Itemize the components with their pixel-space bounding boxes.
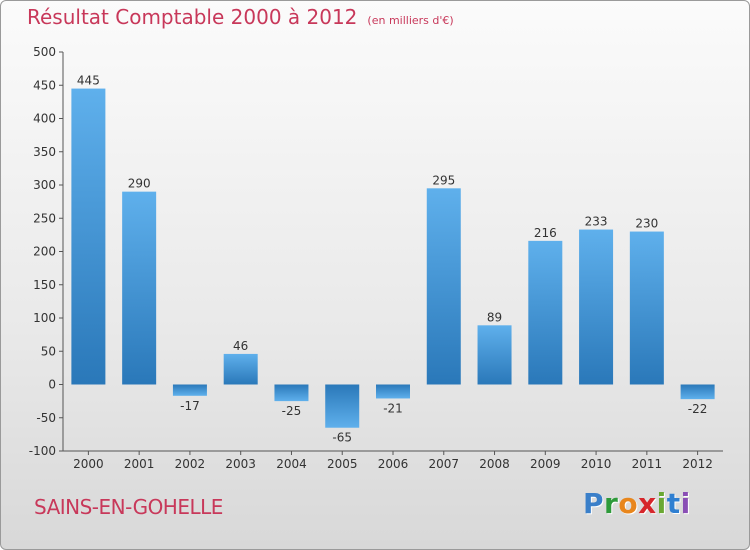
y-tick: 200 (33, 245, 63, 259)
y-tick: 350 (33, 145, 63, 159)
y-tick-label: 300 (33, 178, 56, 192)
value-label-2001: 290 (128, 177, 151, 191)
y-tick-label: 200 (33, 245, 56, 259)
x-tick-label-2007: 2007 (428, 457, 459, 471)
y-tick: -100 (29, 444, 63, 458)
logo-letter: i (680, 487, 691, 520)
value-label-2004: -25 (282, 404, 302, 418)
x-tick-label-2011: 2011 (632, 457, 663, 471)
bar-2012 (680, 384, 715, 400)
x-tick-label-2002: 2002 (175, 457, 206, 471)
value-label-2009: 216 (534, 226, 557, 240)
chart-title: Résultat Comptable 2000 à 2012 (en millie… (27, 5, 454, 29)
y-tick-label: 400 (33, 112, 56, 126)
x-tick-label-2004: 2004 (276, 457, 307, 471)
bar-2000 (71, 88, 106, 385)
bar-2004 (274, 384, 309, 402)
logo-letter: t (666, 487, 681, 520)
axes: -100 -50 0 50 100 150 200 250 300 350 400 450 500 200… (29, 45, 723, 471)
bars: 445 290 -17 46 -25 -65 -21 295 89 216 233 230 -22 (71, 74, 715, 445)
bar-2010 (579, 229, 614, 385)
logo-letter: x (638, 487, 657, 520)
y-tick-label: 150 (33, 278, 56, 292)
commune-name: SAINS-EN-GOHELLE (34, 495, 223, 519)
y-tick-label: 500 (33, 45, 56, 59)
x-tick-label-2008: 2008 (479, 457, 510, 471)
logo-letter: o (618, 487, 639, 520)
bar-2002 (172, 384, 207, 396)
y-tick: 500 (33, 45, 63, 59)
bar-2001 (122, 191, 157, 385)
value-label-2012: -22 (688, 402, 708, 416)
logo-letter: i (656, 487, 667, 520)
bar-2005 (325, 384, 360, 428)
bar-2003 (223, 353, 258, 385)
y-tick-label: -100 (29, 444, 56, 458)
y-tick: 450 (33, 78, 63, 92)
x-tick-label-2001: 2001 (124, 457, 155, 471)
y-tick-label: 50 (41, 344, 56, 358)
value-label-2006: -21 (383, 401, 403, 415)
x-tick-label-2003: 2003 (225, 457, 256, 471)
value-label-2007: 295 (432, 173, 455, 187)
chart-unit: (en milliers d'€) (367, 14, 454, 27)
chart-title-text: Résultat Comptable 2000 à 2012 (27, 5, 358, 29)
value-label-2010: 233 (585, 215, 608, 229)
y-tick: 50 (41, 344, 63, 358)
value-label-2003: 46 (233, 339, 248, 353)
x-tick-label-2010: 2010 (581, 457, 612, 471)
logo-letter: r (604, 487, 619, 520)
value-label-2000: 445 (77, 74, 100, 88)
y-tick-label: 250 (33, 211, 56, 225)
value-label-2011: 230 (635, 217, 658, 231)
x-tick-label-2012: 2012 (682, 457, 713, 471)
bar-2009 (528, 240, 563, 385)
y-tick: -50 (36, 411, 63, 425)
x-tick-label-2009: 2009 (530, 457, 561, 471)
y-tick: 0 (48, 378, 63, 392)
value-label-2008: 89 (487, 310, 502, 324)
y-tick-label: 0 (48, 378, 56, 392)
value-label-2002: -17 (180, 399, 200, 413)
x-tick-label-2000: 2000 (73, 457, 104, 471)
bar-2011 (629, 231, 664, 385)
y-tick: 400 (33, 112, 63, 126)
x-tick-label-2006: 2006 (378, 457, 409, 471)
logo-letter: P (583, 487, 605, 520)
y-tick-label: 350 (33, 145, 56, 159)
y-tick-label: 100 (33, 311, 56, 325)
x-tick-label-2005: 2005 (327, 457, 358, 471)
y-tick-label: -50 (36, 411, 56, 425)
bar-2008 (477, 325, 512, 385)
y-tick: 100 (33, 311, 63, 325)
value-label-2005: -65 (332, 431, 352, 445)
proxiti-logo: Proxiti (583, 487, 691, 520)
y-tick: 250 (33, 211, 63, 225)
bar-2007 (426, 188, 461, 385)
bar-2006 (376, 384, 410, 399)
y-tick: 150 (33, 278, 63, 292)
y-tick: 300 (33, 178, 63, 192)
y-tick-label: 450 (33, 78, 56, 92)
